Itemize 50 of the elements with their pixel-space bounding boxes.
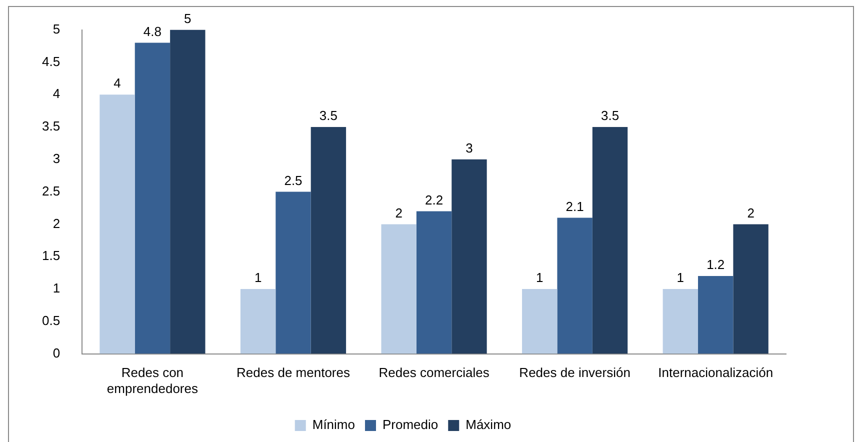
y-tick-label: 1.5: [42, 248, 60, 264]
x-tick-label: Internacionalización: [658, 365, 774, 380]
bar: [698, 276, 734, 354]
bar: [100, 94, 135, 354]
bar: [557, 218, 592, 354]
y-tick-label: 2: [52, 216, 60, 231]
bar: [381, 224, 416, 354]
y-tick-label: 5: [52, 21, 60, 36]
data-label: 3.5: [600, 108, 620, 124]
y-tick-label: 3: [52, 150, 60, 166]
y-tick-label: 1: [52, 280, 60, 296]
data-label: 4: [114, 76, 121, 91]
bar: [733, 224, 768, 354]
y-tick-label: 0.5: [42, 312, 60, 328]
bar: [452, 159, 487, 354]
x-tick-label: Redes de mentores: [236, 365, 350, 380]
category-label: Redes con: [121, 365, 184, 380]
bar: [276, 192, 311, 354]
y-tick-label: 4: [52, 86, 60, 102]
bar: [662, 289, 698, 354]
data-label: 2: [395, 205, 402, 220]
legend-label: Mínimo: [312, 417, 355, 432]
bar: [240, 289, 276, 354]
data-label: 2.2: [424, 192, 444, 208]
y-tick-label: 2.5: [42, 183, 60, 198]
bar: [170, 30, 206, 354]
bar: [134, 42, 170, 354]
x-tick-label: Redes comerciales: [378, 365, 490, 380]
data-label: 3: [466, 140, 473, 156]
bar: [522, 289, 558, 354]
data-label: 1: [254, 270, 262, 286]
x-tick-label: Redes de inversión: [519, 365, 630, 380]
legend-label: Máximo: [466, 417, 512, 432]
y-tick-label: 0: [52, 345, 60, 360]
data-label: 2: [747, 205, 754, 220]
data-label: 2.5: [284, 172, 302, 188]
bar: [416, 211, 452, 354]
y-tick-label: 4.5: [42, 54, 60, 69]
legend-label: Promedio: [382, 417, 438, 432]
bar: [310, 127, 346, 354]
data-label: 5: [184, 10, 192, 26]
y-tick-label: 3.5: [42, 118, 60, 134]
data-label: 2.1: [566, 198, 584, 214]
data-label: 4.8: [143, 24, 162, 39]
bar: [592, 127, 628, 354]
category-label: emprendedores: [106, 380, 198, 396]
data-label: 1: [676, 270, 684, 286]
data-label: 1.2: [706, 257, 725, 272]
data-label: 3.5: [319, 108, 338, 124]
data-label: 1: [536, 270, 544, 286]
